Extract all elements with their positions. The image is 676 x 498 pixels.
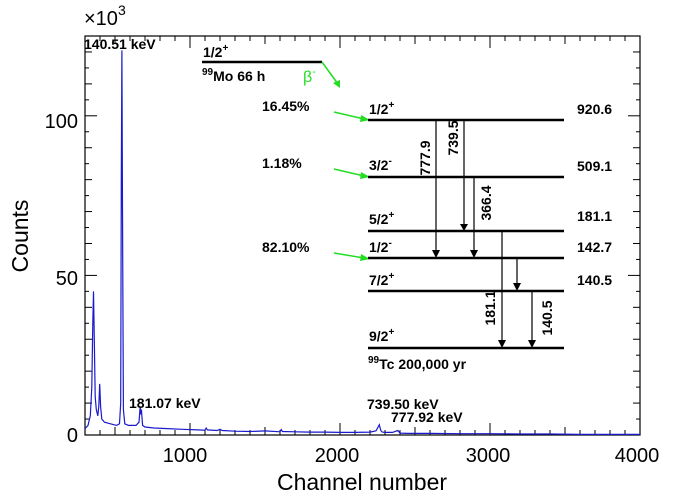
beta-arrow-head [333,80,340,88]
level-spin-ground: 9/2+ [369,327,394,344]
x-axis-label: Channel number [277,469,447,495]
x-tick-label-4000: 4000 [615,445,660,467]
ground-label: 99Tc 200,000 yr [368,355,467,372]
level-energy-140: 140.5 [577,272,612,288]
transition-label-181: 181.1 [482,290,498,325]
level-spin-142: 1/2- [369,238,392,255]
feeding-509: 1.18% [262,155,302,171]
y-tick-label-50: 50 [56,268,78,290]
y-multiplier-exponent: 3 [118,2,126,18]
level-energy-181: 181.1 [577,208,612,224]
peak-label-140: 140.51 keV [84,36,156,52]
x-tick-label-3000: 3000 [466,445,511,467]
transition-label-739: 739.5 [445,120,461,155]
gamma-transitions [432,120,536,348]
x-tick-label-1000: 1000 [163,445,208,467]
y-multiplier: ×10 [84,8,118,30]
feeding-arrows [333,111,370,261]
transition-label-140: 140.5 [539,300,555,335]
feeding-142: 82.10% [262,239,310,255]
peak-label-181: 181.07 keV [129,395,201,411]
level-spin-140: 7/2+ [369,271,394,288]
x-tick-label-2000: 2000 [315,445,360,467]
level-energy-509: 509.1 [577,158,612,174]
peak-label-777: 777.92 keV [391,409,463,425]
axis-ticks [85,36,641,436]
y-axis-label: Counts [7,200,33,273]
transition-label-777: 777.9 [417,140,433,175]
peak-label-739: 739.50 keV [367,396,439,412]
y-tick-label-0: 0 [67,425,78,447]
level-spin-181: 5/2+ [369,210,394,227]
beta-label: β- [303,66,316,86]
level-energy-920: 920.6 [577,101,612,117]
level-spin-509: 3/2- [369,156,392,173]
transition-label-366: 366.4 [478,185,494,220]
plot-frame [84,35,641,436]
level-spin-920: 1/2+ [369,100,394,117]
level-energy-142: 142.7 [577,239,612,255]
parent-label: 99Mo 66 h [202,67,265,84]
y-tick-label-100: 100 [45,111,78,133]
feeding-920: 16.45% [262,98,310,114]
spectrum-series-line [84,50,640,435]
parent-spin: 1/2+ [203,43,228,60]
beta-arrow [321,61,339,85]
